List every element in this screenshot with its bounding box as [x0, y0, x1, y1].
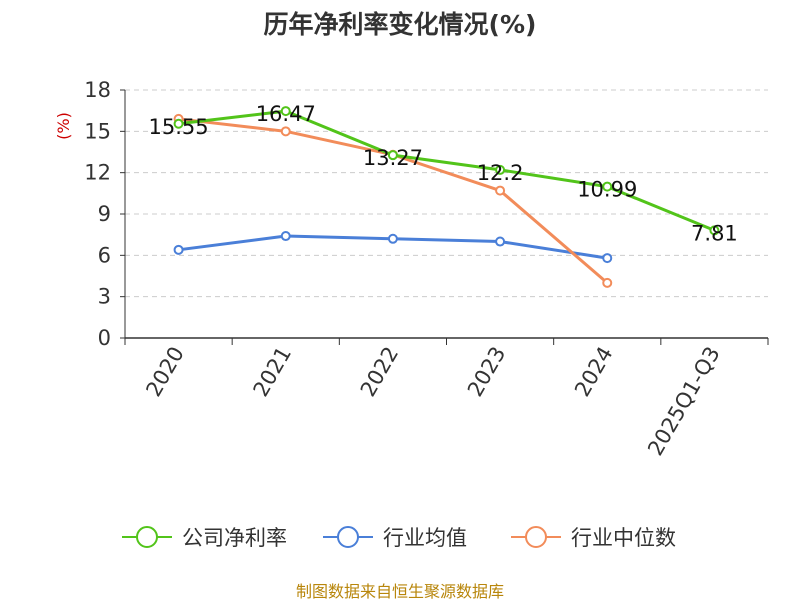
data-labels: 15.55 16.47 13.27 12.2 10.99 7.81: [149, 102, 738, 245]
legend-label: 行业中位数: [571, 526, 676, 550]
legend-marker: [337, 526, 359, 548]
data-label: 16.47: [256, 102, 316, 126]
series-2-point: [173, 244, 184, 255]
series-3-point: [495, 185, 506, 196]
series-line-1: [177, 109, 716, 232]
x-tick-label: 2023: [463, 343, 511, 401]
chart-title: 历年净利率变化情况(%): [264, 10, 537, 39]
legend-marker: [525, 526, 547, 548]
data-label: 13.27: [363, 146, 423, 170]
series-1-point: [173, 118, 184, 129]
series-3-point: [280, 126, 291, 137]
series-1-point: [602, 181, 613, 192]
data-label: 7.81: [691, 221, 738, 245]
x-tick-label: 2022: [356, 343, 404, 401]
series-1-point: [387, 150, 398, 161]
y-tick-label: 0: [98, 326, 111, 350]
y-tick-label: 18: [84, 78, 111, 102]
legend-label: 行业均值: [383, 526, 467, 550]
x-tick-label: 2025Q1-Q3: [643, 343, 725, 460]
legend-label: 公司净利率: [182, 526, 287, 550]
data-label: 15.55: [149, 115, 209, 139]
y-tick-label: 3: [98, 285, 111, 309]
series-2-point: [387, 233, 398, 244]
series-layer: [173, 106, 720, 288]
x-tick-label: 2024: [570, 343, 618, 401]
series-2-point: [495, 236, 506, 247]
y-axis-label: (%): [54, 112, 73, 140]
y-tick-label: 12: [84, 161, 111, 185]
grid: [125, 89, 768, 298]
series-line-3: [177, 117, 609, 285]
data-label: 12.2: [477, 161, 524, 185]
series-1-point: [280, 106, 291, 117]
series-1-point: [495, 164, 506, 175]
y-tick-label: 9: [98, 202, 111, 226]
series-3-point: [602, 277, 613, 288]
legend-marker: [136, 526, 158, 548]
source-note: 制图数据来自恒生聚源数据库: [296, 582, 504, 600]
legend: 公司净利率 行业均值 行业中位数: [122, 526, 676, 550]
y-tick-label: 6: [98, 243, 111, 267]
y-tick-label: 15: [84, 119, 111, 143]
data-label: 10.99: [577, 178, 637, 202]
series-2-point: [602, 253, 613, 264]
x-tick-label: 2021: [249, 343, 297, 401]
series-2-point: [280, 231, 291, 242]
series-1-point: [709, 225, 720, 236]
x-tick-label: 2020: [141, 343, 189, 401]
